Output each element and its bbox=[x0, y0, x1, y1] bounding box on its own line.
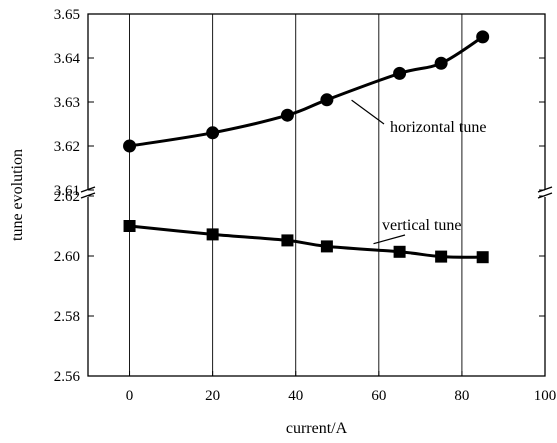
horizontal-tune-point bbox=[434, 56, 448, 70]
y-upper-tick-label: 3.65 bbox=[54, 7, 80, 23]
series-horizontal-tune bbox=[123, 30, 490, 153]
grid-lines bbox=[129, 14, 463, 376]
x-axis-label: current/A bbox=[286, 420, 348, 437]
annotations: horizontal tune vertical tune bbox=[351, 99, 486, 245]
horizontal-tune-point bbox=[206, 126, 220, 140]
axis-break-gap bbox=[538, 189, 552, 197]
vertical-tune-point bbox=[123, 220, 136, 232]
x-tick-label: 0 bbox=[126, 388, 134, 404]
y-upper-tick-label: 3.63 bbox=[54, 95, 80, 111]
series-layer bbox=[123, 30, 490, 264]
horizontal-tune-point bbox=[123, 139, 137, 153]
y-lower-tick-label: 2.62 bbox=[54, 189, 80, 205]
x-tick-label: 60 bbox=[371, 388, 386, 404]
series-vertical-tune bbox=[123, 220, 489, 264]
axis-ticks: 0 20 40 60 80 100 3.61 3.62 3.63 3.64 3.65 2.56 2.58… bbox=[54, 7, 557, 404]
x-tick-label: 40 bbox=[288, 388, 303, 404]
horizontal-tune-leader bbox=[351, 99, 385, 125]
horizontal-tune-point bbox=[280, 108, 294, 122]
vertical-tune-point bbox=[206, 228, 219, 241]
y-lower-tick-label: 2.60 bbox=[54, 249, 80, 265]
axis-break-gap bbox=[81, 189, 95, 197]
vertical-tune-point bbox=[320, 240, 333, 253]
y-upper-tick-label: 3.62 bbox=[54, 139, 80, 155]
y-lower-tick-label: 2.56 bbox=[54, 369, 81, 385]
vertical-tune-point bbox=[435, 250, 448, 263]
y-axis-label: tune evolution bbox=[9, 149, 26, 241]
horizontal-tune-label: horizontal tune bbox=[390, 119, 486, 136]
x-tick-label: 80 bbox=[454, 388, 469, 404]
vertical-tune-point bbox=[281, 234, 294, 247]
horizontal-tune-point bbox=[393, 66, 407, 80]
x-tick-label: 20 bbox=[205, 388, 220, 404]
horizontal-tune-point bbox=[476, 30, 490, 44]
axis-break-mark bbox=[80, 186, 553, 199]
y-upper-tick-label: 3.64 bbox=[54, 51, 81, 67]
x-tick-label: 100 bbox=[534, 388, 557, 404]
y-upper-tick-label: 3.61 bbox=[54, 183, 80, 199]
vertical-tune-label: vertical tune bbox=[382, 217, 462, 234]
vertical-tune-point bbox=[393, 245, 406, 258]
y-lower-tick-label: 2.58 bbox=[54, 309, 80, 325]
plot-frame bbox=[87, 13, 546, 377]
horizontal-tune-point bbox=[320, 93, 334, 107]
vertical-tune-leader bbox=[373, 234, 406, 245]
vertical-tune-point bbox=[476, 251, 489, 264]
